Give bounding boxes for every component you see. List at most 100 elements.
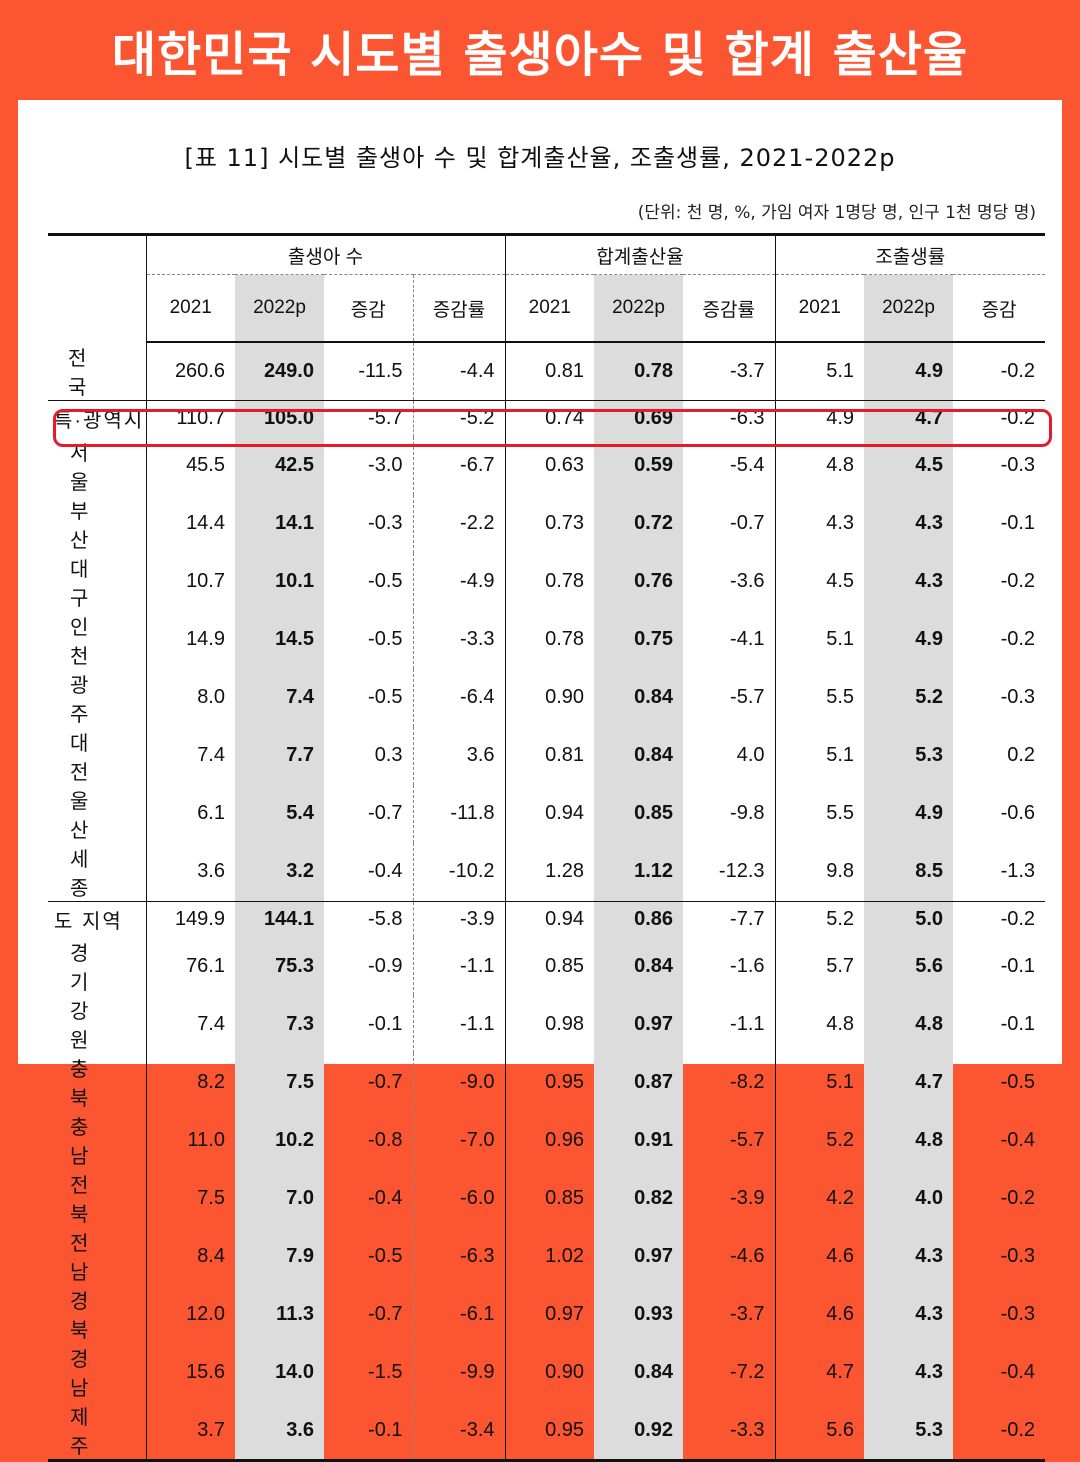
region-label: 경 기 xyxy=(70,943,101,994)
table-cell: 7.5 xyxy=(235,1053,324,1111)
table-cell: 5.2 xyxy=(774,900,865,937)
table-cell: -0.7 xyxy=(368,802,403,824)
table-cell: -0.1 xyxy=(368,1012,403,1035)
table-cell: -7.7 xyxy=(683,900,776,937)
table-cell: -0.2 xyxy=(1000,1186,1036,1209)
table-cell: 8.5 xyxy=(864,842,954,901)
region-label: 충 남 xyxy=(70,1117,101,1168)
table-cell: 7.4 xyxy=(145,726,235,785)
table-cell: 4.9 xyxy=(864,784,954,843)
region-label: 전 남 xyxy=(70,1233,101,1284)
table-cell: -0.2 xyxy=(1000,628,1036,650)
table-cell: 0.91 xyxy=(594,1111,684,1169)
table-cell: -0.2 xyxy=(953,400,1046,437)
table-row: 전 남 8.4 7.9 -0.5 -6.3 1.02 0.97 -4.6 4.6 4.3 -0.3 xyxy=(48,1227,1045,1285)
table-cell: 0.94 xyxy=(504,784,595,843)
table-cell: -0.4 xyxy=(1000,1128,1036,1151)
table-cell: -0.4 xyxy=(1000,1360,1036,1383)
region-label: 제 주 xyxy=(48,1401,146,1462)
table-cell: -5.8 xyxy=(324,900,413,937)
table-cell: -6.3 xyxy=(412,1227,506,1285)
col-header: 2022p xyxy=(864,274,954,343)
table-cell: 9.8 xyxy=(774,842,865,901)
table-cell: 5.5 xyxy=(774,668,865,727)
table-cell: -6.7 xyxy=(412,436,506,495)
table-cell: -11.8 xyxy=(412,784,506,843)
table-cell: -12.3 xyxy=(718,860,765,882)
region-label: 부 산 xyxy=(70,500,101,552)
table-row: 특·광역시 110.7 105.0 -5.7 -5.2 0.74 0.69 -6.3 4.9 4.… xyxy=(48,400,1046,437)
table-row: 대 전 7.4 7.7 0.3 3.6 0.81 0.84 4.0 5.1 5.3 0.2 xyxy=(48,726,1045,785)
table-cell: -3.9 xyxy=(412,900,506,937)
table-cell: 260.6 xyxy=(145,342,235,401)
group-header: 합계출산율 xyxy=(504,233,776,275)
region-label: 충 북 xyxy=(70,1059,101,1110)
table-row: 울 산 6.1 5.4 -0.7 -11.8 0.94 0.85 -9.8 5.5 4.9 -0.6 xyxy=(48,784,1045,843)
region-label: 전 북 xyxy=(70,1175,101,1226)
table-cell: -1.1 xyxy=(412,995,506,1053)
table-cell: 0.85 xyxy=(594,784,684,843)
col-header: 증감률 xyxy=(683,274,776,343)
table-cell: 10.2 xyxy=(235,1111,324,1169)
table-cell: 4.3 xyxy=(864,1227,954,1285)
col-header: 2021 xyxy=(504,274,595,343)
table-cell: -0.1 xyxy=(1000,512,1036,534)
table-cell: 76.1 xyxy=(145,937,235,995)
table-cell: -2.2 xyxy=(412,494,506,553)
table-row: 도 지역 149.9 144.1 -5.8 -3.9 0.94 0.86 -7.7 5.2 5.0… xyxy=(48,900,1046,937)
table-cell: 0.3 xyxy=(374,744,403,766)
table-cell: 4.3 xyxy=(864,1285,954,1343)
table-cell: -1.5 xyxy=(368,1360,403,1383)
table-cell: 4.5 xyxy=(864,436,954,495)
table-cell: -0.3 xyxy=(1000,1244,1036,1267)
table-cell: -0.4 xyxy=(368,860,403,882)
table-cell: 4.6 xyxy=(774,1227,865,1285)
table-cell: 12.0 xyxy=(145,1285,235,1343)
table-cell: -0.3 xyxy=(1000,686,1036,708)
table-cell: 14.4 xyxy=(145,494,235,553)
table-cell: 0.84 xyxy=(594,726,684,785)
table-cell: -6.1 xyxy=(412,1285,506,1343)
region-label: 대 구 xyxy=(70,558,101,610)
table-cell: -0.5 xyxy=(1000,1070,1036,1093)
table-cell: 7.7 xyxy=(235,726,324,785)
table-cell: 0.73 xyxy=(504,494,595,553)
table-row: 충 북 8.2 7.5 -0.7 -9.0 0.95 0.87 -8.2 5.1 4.7 -0.5 xyxy=(48,1053,1045,1111)
table-cell: 0.95 xyxy=(504,1401,595,1462)
unit-note: (단위: 천 명, %, 가임 여자 1명당 명, 인구 1천 명당 명) xyxy=(637,203,1036,223)
table-cell: 0.85 xyxy=(504,1169,595,1227)
table-cell: 5.1 xyxy=(774,1053,865,1111)
table-cell: 4.8 xyxy=(774,436,865,495)
table-cell: 5.4 xyxy=(235,784,324,843)
table-cell: -7.2 xyxy=(730,1360,765,1383)
table-cell: 5.1 xyxy=(774,342,865,401)
col-header: 2022p xyxy=(235,274,324,343)
table-cell: 3.6 xyxy=(412,726,506,785)
group-header: 조출생률 xyxy=(774,233,1046,275)
table-cell: 10.7 xyxy=(145,552,235,611)
table-cell: 0.97 xyxy=(504,1285,595,1343)
table-cell: 5.2 xyxy=(774,1111,865,1169)
table-cell: -5.7 xyxy=(324,400,413,437)
table-row: 전 북 7.5 7.0 -0.4 -6.0 0.85 0.82 -3.9 4.2 4.0 -0.2 xyxy=(48,1169,1045,1227)
table-cell: 0.75 xyxy=(594,610,684,669)
table-row: 서 울 45.5 42.5 -3.0 -6.7 0.63 0.59 -5.4 4.8 4.5 -0.… xyxy=(48,436,1045,495)
table-row: 세 종 3.6 3.2 -0.4 -10.2 1.28 1.12 -12.3 9.8 8.5 -1.… xyxy=(48,842,1045,901)
region-label: 경 북 xyxy=(70,1291,101,1342)
table-cell: 6.1 xyxy=(145,784,235,843)
table-cell: -1.1 xyxy=(412,937,506,995)
table-cell: 7.0 xyxy=(235,1169,324,1227)
table-cell: -4.4 xyxy=(412,342,506,401)
table-cell: 4.9 xyxy=(864,342,954,401)
region-label: 세 종 xyxy=(70,848,101,900)
table-cell: 0.92 xyxy=(594,1401,684,1462)
table-cell: -10.2 xyxy=(412,842,506,901)
table-cell: 1.12 xyxy=(594,842,684,901)
table-cell: 5.5 xyxy=(774,784,865,843)
col-header: 증감률 xyxy=(412,274,506,343)
table-cell: 14.0 xyxy=(235,1343,324,1401)
table-cell: 7.5 xyxy=(145,1169,235,1227)
table-cell: 0.94 xyxy=(504,900,595,937)
table-cell: 7.3 xyxy=(235,995,324,1053)
table-cell: -4.9 xyxy=(412,552,506,611)
